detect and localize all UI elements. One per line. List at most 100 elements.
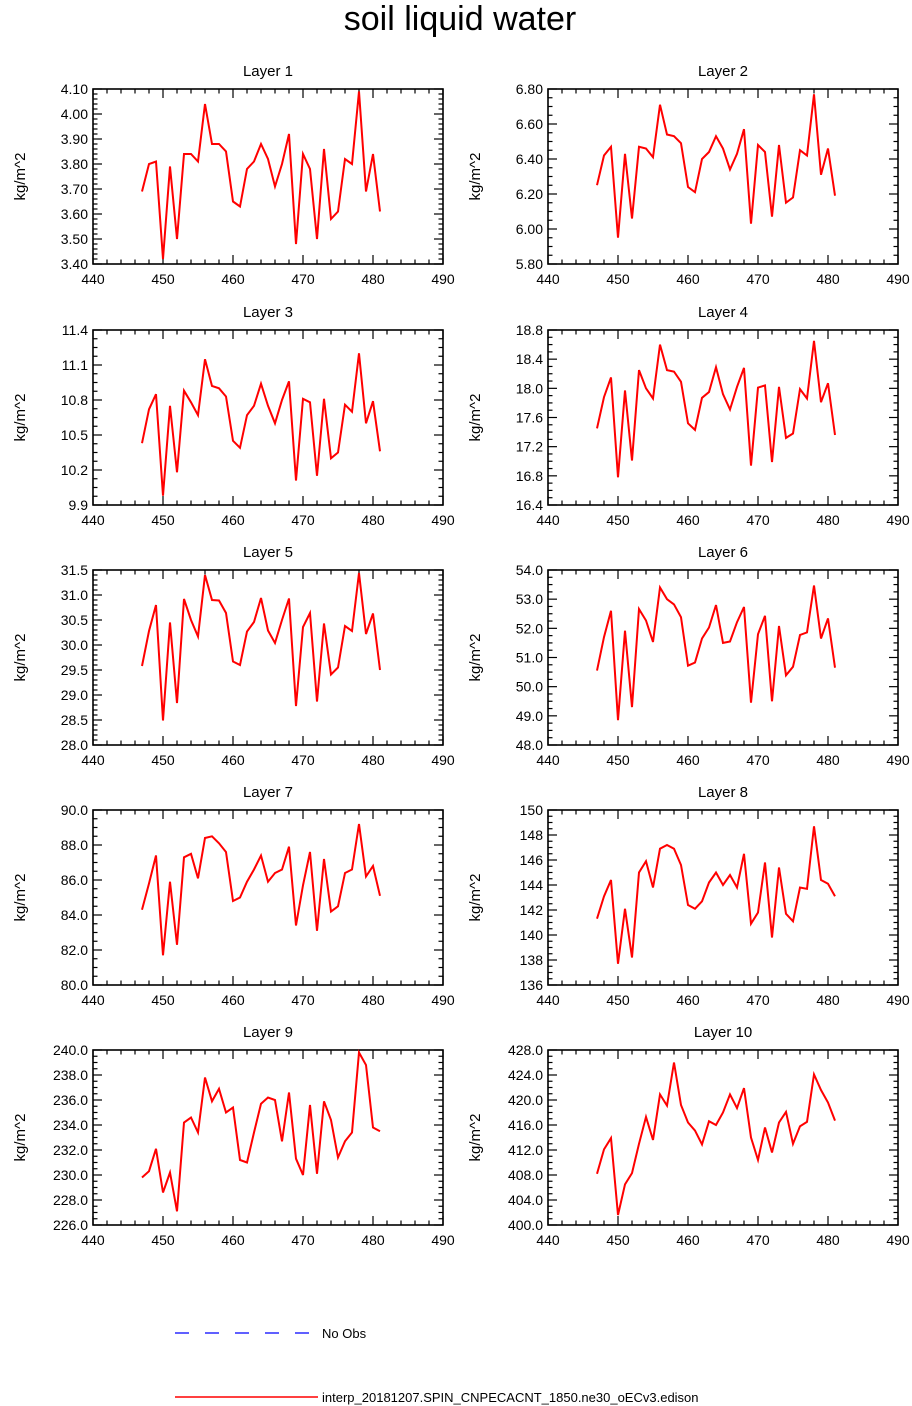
x-tick-label: 490 xyxy=(431,992,455,1008)
x-tick-label: 460 xyxy=(676,271,700,287)
x-tick-label: 460 xyxy=(676,752,700,768)
y-tick-label: 31.0 xyxy=(61,587,88,603)
chart-panel-9: Layer 9 kg/m^2 440 450 460 470 480 490 226.0 228.… xyxy=(12,1024,455,1248)
y-tick-label: 51.0 xyxy=(516,650,543,666)
x-tick-label: 470 xyxy=(746,271,770,287)
y-tick-label: 11.1 xyxy=(62,357,88,373)
x-tick-label: 440 xyxy=(81,752,105,768)
y-tick-label: 6.20 xyxy=(516,186,543,202)
y-axis-label: kg/m^2 xyxy=(12,874,29,922)
y-tick-label: 49.0 xyxy=(516,708,543,724)
x-tick-label: 440 xyxy=(536,271,560,287)
y-tick-label: 31.5 xyxy=(61,562,88,578)
y-tick-label: 18.0 xyxy=(516,380,543,396)
y-tick-label: 29.5 xyxy=(61,662,88,678)
plot-frame xyxy=(92,569,444,746)
x-tick-label: 470 xyxy=(746,1232,770,1248)
y-tick-label: 16.8 xyxy=(516,468,543,484)
y-tick-label: 3.50 xyxy=(61,231,88,247)
panel-title: Layer 6 xyxy=(698,544,748,561)
x-tick-label: 470 xyxy=(291,512,315,528)
y-tick-label: 428.0 xyxy=(508,1042,543,1058)
series-line xyxy=(596,94,836,238)
y-tick-label: 10.8 xyxy=(61,392,88,408)
chart-panel-10: Layer 10 kg/m^2 440 450 460 470 480 490 400.0 404… xyxy=(467,1024,910,1248)
x-tick-label: 490 xyxy=(431,752,455,768)
y-tick-label: 11.4 xyxy=(62,322,88,338)
x-tick-label: 470 xyxy=(291,271,315,287)
y-axis-label: kg/m^2 xyxy=(467,153,484,201)
x-tick-label: 480 xyxy=(816,512,840,528)
y-tick-label: 80.0 xyxy=(61,977,88,993)
y-tick-label: 412.0 xyxy=(508,1142,543,1158)
series-line xyxy=(141,572,381,721)
chart-panel-3: Layer 3 kg/m^2 440 450 460 470 480 490 9.9 10.2 10… xyxy=(12,304,455,528)
chart-panel-7: Layer 7 kg/m^2 440 450 460 470 480 490 80.0 82.0 8… xyxy=(12,784,455,1008)
legend-no-obs-label: No Obs xyxy=(322,1326,367,1341)
x-tick-label: 450 xyxy=(606,1232,630,1248)
y-tick-label: 48.0 xyxy=(516,737,543,753)
x-tick-label: 490 xyxy=(886,752,910,768)
y-tick-label: 136 xyxy=(520,977,544,993)
series-line xyxy=(141,91,381,260)
panel-title: Layer 7 xyxy=(243,784,293,801)
x-tick-label: 450 xyxy=(151,512,175,528)
panel-title: Layer 4 xyxy=(698,304,748,321)
legend-model-label: interp_20181207.SPIN_CNPECACNT_1850.ne30… xyxy=(322,1390,699,1405)
x-tick-label: 440 xyxy=(81,1232,105,1248)
plot-frame xyxy=(547,1049,899,1226)
y-tick-label: 30.5 xyxy=(61,612,88,628)
panel-title: Layer 3 xyxy=(243,304,293,321)
x-tick-label: 450 xyxy=(606,992,630,1008)
y-axis-label: kg/m^2 xyxy=(12,1114,29,1162)
chart-panel-6: Layer 6 kg/m^2 440 450 460 470 480 490 48.0 49.0 5… xyxy=(467,544,910,768)
x-tick-label: 480 xyxy=(816,992,840,1008)
plot-frame xyxy=(92,88,444,265)
y-tick-label: 90.0 xyxy=(61,802,88,818)
y-tick-label: 3.80 xyxy=(61,156,88,172)
y-tick-label: 3.70 xyxy=(61,181,88,197)
x-tick-label: 490 xyxy=(431,512,455,528)
series-line xyxy=(596,584,836,721)
legend: No Obs interp_20181207.SPIN_CNPECACNT_18… xyxy=(175,1326,699,1405)
y-tick-label: 28.5 xyxy=(61,712,88,728)
panel-title: Layer 9 xyxy=(243,1024,293,1041)
x-tick-label: 470 xyxy=(746,512,770,528)
y-axis-label: kg/m^2 xyxy=(467,874,484,922)
chart-panel-2: Layer 2 kg/m^2 440 450 460 470 480 490 5.80 6.00 6… xyxy=(467,63,910,287)
y-tick-label: 6.00 xyxy=(516,221,543,237)
x-tick-label: 460 xyxy=(221,271,245,287)
y-tick-label: 3.40 xyxy=(61,256,88,272)
y-tick-label: 236.0 xyxy=(53,1092,88,1108)
y-tick-label: 230.0 xyxy=(53,1167,88,1183)
y-tick-label: 6.80 xyxy=(516,81,543,97)
y-tick-label: 52.0 xyxy=(516,620,543,636)
series-line xyxy=(141,823,381,956)
x-tick-label: 470 xyxy=(291,1232,315,1248)
x-tick-label: 480 xyxy=(361,1232,385,1248)
series-line xyxy=(141,1049,381,1212)
x-tick-label: 490 xyxy=(886,512,910,528)
x-tick-label: 460 xyxy=(221,1232,245,1248)
x-tick-label: 490 xyxy=(886,992,910,1008)
panel-title: Layer 10 xyxy=(694,1024,752,1041)
x-tick-label: 490 xyxy=(431,1232,455,1248)
x-tick-label: 480 xyxy=(361,992,385,1008)
y-tick-label: 238.0 xyxy=(53,1067,88,1083)
x-tick-label: 440 xyxy=(536,992,560,1008)
x-tick-label: 450 xyxy=(606,752,630,768)
x-tick-label: 480 xyxy=(816,1232,840,1248)
y-tick-label: 138 xyxy=(520,952,544,968)
legend-model: interp_20181207.SPIN_CNPECACNT_1850.ne30… xyxy=(175,1390,699,1405)
plot-frame xyxy=(92,329,444,506)
y-tick-label: 50.0 xyxy=(516,679,543,695)
x-tick-label: 470 xyxy=(291,752,315,768)
x-tick-label: 460 xyxy=(221,752,245,768)
y-tick-label: 53.0 xyxy=(516,591,543,607)
y-tick-label: 424.0 xyxy=(508,1067,543,1083)
y-tick-label: 4.00 xyxy=(61,106,88,122)
y-tick-label: 9.9 xyxy=(69,497,89,513)
y-tick-label: 5.80 xyxy=(516,256,543,272)
x-tick-label: 440 xyxy=(81,271,105,287)
